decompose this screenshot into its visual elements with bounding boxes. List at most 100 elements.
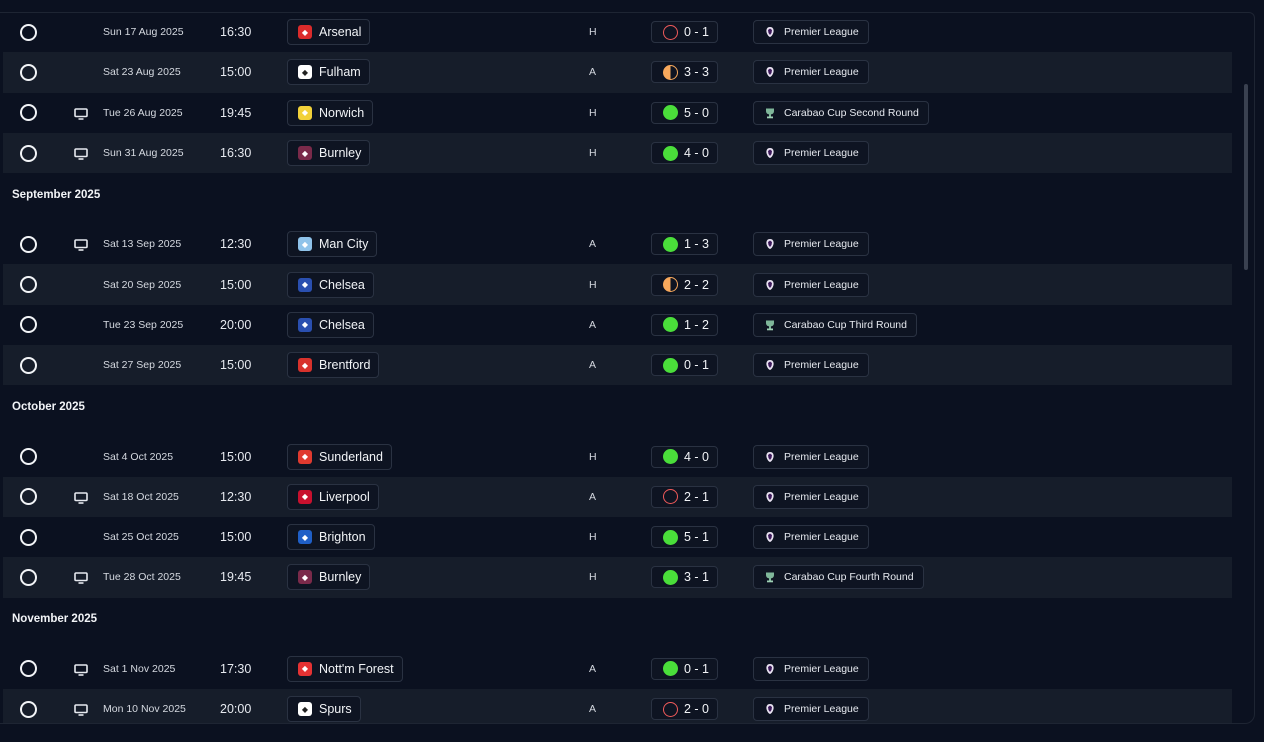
opponent-chip[interactable]: ◆ Chelsea (287, 311, 374, 338)
scrollbar[interactable] (1232, 13, 1254, 723)
opponent-chip[interactable]: ◆ Brighton (287, 524, 375, 551)
result-chip[interactable]: 0 - 1 (651, 354, 719, 377)
fixture-row[interactable]: Sat 23 Aug 2025 15:00 ◆ Fulham A 3 - 3 Premier… (3, 52, 1232, 93)
win-status-icon (663, 317, 678, 333)
fixture-row[interactable]: Sat 20 Sep 2025 15:00 ◆ Chelsea H 2 - 2 Premie… (3, 264, 1232, 305)
burnley-crest-icon: ◆ (298, 146, 312, 161)
result-chip[interactable]: 5 - 0 (651, 101, 719, 124)
fixture-row[interactable]: Tue 23 Sep 2025 20:00 ◆ Chelsea A 1 - 2 Caraba… (3, 305, 1232, 345)
venue-indicator: A (589, 490, 597, 503)
competition-chip[interactable]: Premier League (753, 141, 869, 166)
attended-checkbox[interactable] (20, 235, 37, 253)
result-chip[interactable]: 2 - 2 (651, 273, 719, 296)
fixture-row[interactable]: Sun 17 Aug 2025 16:30 ◆ Arsenal H 0 - 1 Premie… (3, 13, 1232, 52)
result-score: 0 - 1 (684, 661, 710, 676)
fixture-row[interactable]: Sat 27 Sep 2025 15:00 ◆ Brentford A 0 - 1 Prem… (3, 345, 1232, 386)
attended-checkbox[interactable] (20, 660, 37, 678)
tv-icon (74, 663, 88, 676)
result-chip[interactable]: 2 - 1 (651, 485, 719, 508)
opponent-chip[interactable]: ◆ Nott'm Forest (287, 655, 403, 682)
result-chip[interactable]: 3 - 1 (651, 566, 719, 589)
fixture-date: Sat 20 Sep 2025 (103, 278, 182, 291)
attended-checkbox[interactable] (20, 276, 37, 294)
opponent-name: Chelsea (319, 277, 365, 292)
sunderland-crest-icon: ◆ (298, 449, 312, 464)
fixtures-list: Sun 17 Aug 2025 16:30 ◆ Arsenal H 0 - 1 Premie… (3, 13, 1232, 723)
attended-checkbox[interactable] (20, 23, 37, 41)
venue-indicator: A (589, 66, 597, 79)
attended-checkbox[interactable] (20, 316, 37, 334)
result-chip[interactable]: 4 - 0 (651, 142, 719, 165)
win-status-icon (663, 145, 678, 161)
opponent-chip[interactable]: ◆ Burnley (287, 140, 371, 167)
opponent-chip[interactable]: ◆ Brentford (287, 352, 380, 379)
fixture-row[interactable]: Sun 31 Aug 2025 16:30 ◆ Burnley H 4 - 0 Premie… (3, 132, 1232, 174)
competition-chip[interactable]: Premier League (753, 484, 869, 509)
competition-chip[interactable]: Premier League (753, 353, 869, 378)
fixture-row[interactable]: Sat 25 Oct 2025 15:00 ◆ Brighton H 5 - 1 Premi… (3, 517, 1232, 557)
competition-chip[interactable]: Premier League (753, 525, 869, 550)
fixture-row[interactable]: Mon 10 Nov 2025 20:00 ◆ Spurs A 2 - 0 Premier … (3, 688, 1232, 723)
scrollbar-thumb[interactable] (1244, 84, 1248, 270)
fixture-row[interactable]: Sat 4 Oct 2025 15:00 ◆ Sunderland H 4 - 0 Prem… (3, 436, 1232, 476)
opponent-chip[interactable]: ◆ Liverpool (287, 483, 379, 510)
result-score: 1 - 2 (684, 317, 710, 332)
result-chip[interactable]: 2 - 0 (651, 698, 719, 720)
competition-name: Carabao Cup Third Round (784, 318, 907, 331)
opponent-chip[interactable]: ◆ Chelsea (287, 271, 374, 298)
competition-chip[interactable]: Premier League (753, 656, 869, 681)
opponent-chip[interactable]: ◆ Sunderland (287, 443, 392, 470)
competition-name: Premier League (784, 66, 859, 79)
result-chip[interactable]: 4 - 0 (651, 445, 719, 468)
opponent-chip[interactable]: ◆ Arsenal (287, 19, 371, 46)
opponent-chip[interactable]: ◆ Burnley (287, 564, 371, 591)
attended-checkbox[interactable] (20, 63, 37, 81)
opponent-chip[interactable]: ◆ Norwich (287, 99, 374, 126)
fixture-date: Sat 13 Sep 2025 (103, 238, 182, 251)
attended-checkbox[interactable] (20, 104, 37, 122)
competition-chip[interactable]: Premier League (753, 60, 869, 85)
attended-checkbox[interactable] (20, 528, 37, 546)
attended-checkbox[interactable] (20, 700, 37, 718)
fixture-date: Sat 27 Sep 2025 (103, 359, 182, 372)
opponent-chip[interactable]: ◆ Fulham (287, 59, 370, 86)
opponent-name: Liverpool (319, 489, 370, 504)
competition-chip[interactable]: Premier League (753, 272, 869, 297)
liverpool-crest-icon: ◆ (298, 489, 312, 504)
competition-chip[interactable]: Premier League (753, 20, 869, 45)
competition-chip[interactable]: Carabao Cup Second Round (753, 100, 929, 125)
result-score: 2 - 2 (684, 277, 710, 292)
attended-checkbox[interactable] (20, 488, 37, 506)
fulham-crest-icon: ◆ (298, 65, 312, 80)
competition-chip[interactable]: Premier League (753, 232, 869, 257)
fixture-row[interactable]: Tue 26 Aug 2025 19:45 ◆ Norwich H 5 - 0 Caraba… (3, 93, 1232, 133)
result-chip[interactable]: 3 - 3 (651, 61, 719, 84)
fixture-row[interactable]: Sat 13 Sep 2025 12:30 ◆ Man City A 1 - 3 Premi… (3, 224, 1232, 264)
result-score: 0 - 1 (684, 25, 710, 40)
fixture-date: Sat 18 Oct 2025 (103, 490, 179, 503)
result-chip[interactable]: 1 - 3 (651, 233, 719, 256)
result-score: 5 - 1 (684, 530, 710, 545)
result-chip[interactable]: 5 - 1 (651, 526, 719, 549)
result-chip[interactable]: 0 - 1 (651, 21, 719, 44)
competition-chip[interactable]: Carabao Cup Fourth Round (753, 565, 924, 590)
attended-checkbox[interactable] (20, 144, 37, 162)
fixture-row[interactable]: Sat 1 Nov 2025 17:30 ◆ Nott'm Forest A 0 - 1 P… (3, 649, 1232, 689)
fixture-row[interactable]: Tue 28 Oct 2025 19:45 ◆ Burnley H 3 - 1 Caraba… (3, 557, 1232, 598)
competition-name: Premier League (784, 662, 859, 675)
result-score: 4 - 0 (684, 146, 710, 161)
result-chip[interactable]: 1 - 2 (651, 313, 719, 336)
competition-chip[interactable]: Carabao Cup Third Round (753, 312, 917, 337)
competition-chip[interactable]: Premier League (753, 697, 869, 721)
fixture-row[interactable]: Sat 18 Oct 2025 12:30 ◆ Liverpool A 2 - 1 Prem… (3, 476, 1232, 517)
result-chip[interactable]: 0 - 1 (651, 657, 719, 680)
opponent-chip[interactable]: ◆ Man City (287, 231, 378, 258)
competition-chip[interactable]: Premier League (753, 444, 869, 469)
attended-checkbox[interactable] (20, 448, 37, 466)
attended-checkbox[interactable] (20, 356, 37, 374)
attended-checkbox[interactable] (20, 568, 37, 586)
opponent-chip[interactable]: ◆ Spurs (287, 696, 361, 722)
fixture-date: Tue 26 Aug 2025 (103, 106, 183, 119)
tv-icon (74, 703, 88, 716)
spurs-crest-icon: ◆ (298, 702, 312, 716)
